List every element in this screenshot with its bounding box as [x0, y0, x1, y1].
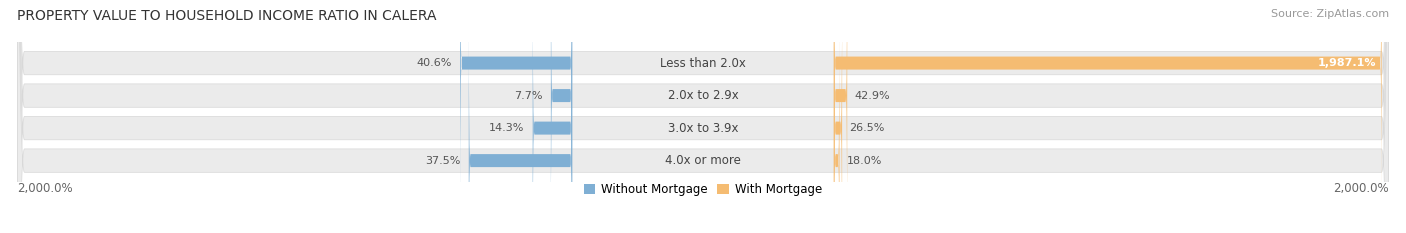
Text: 26.5%: 26.5% — [849, 123, 884, 133]
Text: 7.7%: 7.7% — [513, 91, 543, 101]
FancyBboxPatch shape — [17, 0, 1389, 233]
FancyBboxPatch shape — [533, 0, 572, 233]
Text: Less than 2.0x: Less than 2.0x — [659, 57, 747, 70]
Text: 2.0x to 2.9x: 2.0x to 2.9x — [668, 89, 738, 102]
FancyBboxPatch shape — [551, 0, 572, 233]
Text: 40.6%: 40.6% — [416, 58, 451, 68]
FancyBboxPatch shape — [834, 0, 848, 233]
Text: 3.0x to 3.9x: 3.0x to 3.9x — [668, 122, 738, 135]
Text: 1,987.1%: 1,987.1% — [1317, 58, 1376, 68]
FancyBboxPatch shape — [834, 5, 839, 233]
Text: 18.0%: 18.0% — [846, 156, 882, 166]
Text: 4.0x or more: 4.0x or more — [665, 154, 741, 167]
Text: 2,000.0%: 2,000.0% — [17, 182, 73, 195]
Text: Source: ZipAtlas.com: Source: ZipAtlas.com — [1271, 9, 1389, 19]
Text: PROPERTY VALUE TO HOUSEHOLD INCOME RATIO IN CALERA: PROPERTY VALUE TO HOUSEHOLD INCOME RATIO… — [17, 9, 436, 23]
FancyBboxPatch shape — [17, 0, 1389, 233]
FancyBboxPatch shape — [460, 0, 572, 219]
FancyBboxPatch shape — [17, 0, 1389, 233]
Legend: Without Mortgage, With Mortgage: Without Mortgage, With Mortgage — [579, 178, 827, 201]
FancyBboxPatch shape — [468, 5, 572, 233]
Text: 14.3%: 14.3% — [489, 123, 524, 133]
FancyBboxPatch shape — [17, 0, 1389, 233]
FancyBboxPatch shape — [834, 0, 1382, 219]
FancyBboxPatch shape — [834, 0, 842, 233]
Text: 42.9%: 42.9% — [853, 91, 890, 101]
Text: 37.5%: 37.5% — [425, 156, 460, 166]
Text: 2,000.0%: 2,000.0% — [1333, 182, 1389, 195]
